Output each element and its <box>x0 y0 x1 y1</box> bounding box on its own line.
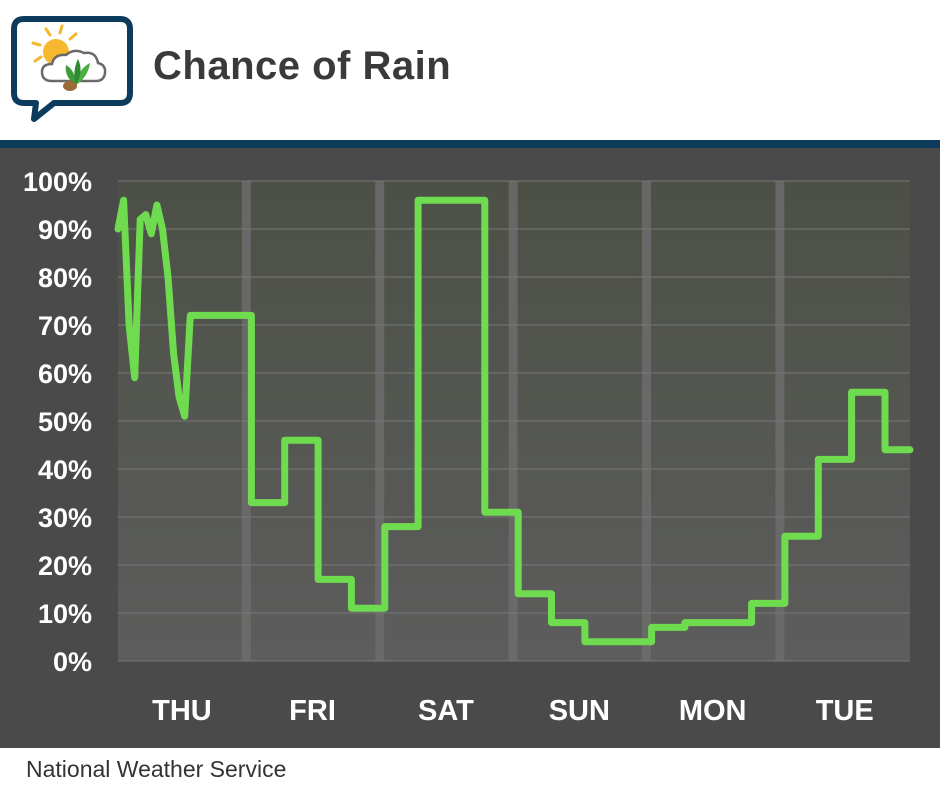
x-tick-label-sat: SAT <box>418 695 474 727</box>
y-tick-label-60: 60% <box>38 359 92 389</box>
y-tick-label-20: 20% <box>38 551 92 581</box>
header: Chance of Rain <box>0 0 940 140</box>
rain-chance-line <box>114 196 914 646</box>
page-title: Chance of Rain <box>153 44 452 88</box>
rain-chance-chart: 0% 10% 20% 30% 40% 50% 60% 70% 80% 90% 100% THU FRI S… <box>23 167 914 727</box>
y-tick-label-0: 0% <box>53 647 92 677</box>
weather-sun-cloud-leaf-icon <box>11 16 133 122</box>
x-tick-label-mon: MON <box>679 695 747 727</box>
header-divider <box>0 140 940 148</box>
y-tick-label-40: 40% <box>38 455 92 485</box>
y-tick-label-90: 90% <box>38 215 92 245</box>
source-credit: National Weather Service <box>26 756 287 782</box>
chart-panel: 0% 10% 20% 30% 40% 50% 60% 70% 80% 90% 100% THU FRI S… <box>0 148 940 748</box>
x-tick-label-thu: THU <box>152 695 212 727</box>
footer: National Weather Service <box>0 748 940 788</box>
y-tick-label-30: 30% <box>38 503 92 533</box>
x-tick-label-sun: SUN <box>549 695 610 727</box>
y-tick-label-10: 10% <box>38 599 92 629</box>
y-tick-label-70: 70% <box>38 311 92 341</box>
x-tick-label-tue: TUE <box>816 695 874 727</box>
y-tick-label-80: 80% <box>38 263 92 293</box>
y-tick-label-100: 100% <box>23 167 92 197</box>
x-tick-label-fri: FRI <box>289 695 336 727</box>
y-tick-label-50: 50% <box>38 407 92 437</box>
